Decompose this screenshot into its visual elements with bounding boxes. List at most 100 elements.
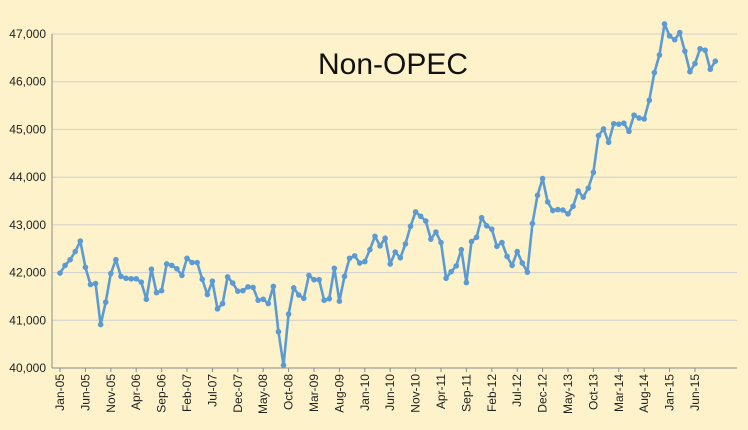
- x-tick-label: Apr-11: [434, 374, 448, 409]
- x-tick-label: Dec-12: [536, 374, 550, 413]
- data-point: [453, 263, 460, 269]
- data-point: [671, 36, 678, 43]
- y-tick-label: 44,000: [9, 170, 46, 184]
- x-tick-label: Oct-13: [586, 374, 600, 410]
- data-point: [412, 209, 419, 215]
- data-point: [499, 239, 505, 246]
- data-point: [229, 280, 236, 286]
- data-point: [321, 297, 327, 304]
- data-point: [113, 256, 119, 263]
- data-point: [702, 47, 708, 54]
- data-point: [158, 287, 165, 294]
- data-point: [57, 270, 63, 276]
- data-point: [651, 69, 658, 76]
- data-point: [346, 255, 353, 262]
- x-tick-label: Aug-14: [637, 374, 651, 413]
- data-point: [443, 275, 449, 282]
- x-tick-label: May-08: [256, 374, 270, 414]
- data-point: [290, 285, 297, 291]
- data-point: [189, 259, 195, 266]
- x-tick-label: Jan-05: [53, 374, 67, 411]
- x-tick-label: Mar-14: [612, 374, 626, 412]
- data-point: [448, 268, 454, 275]
- data-point: [565, 211, 571, 217]
- data-point: [250, 284, 256, 291]
- data-point: [428, 236, 434, 242]
- data-point: [285, 311, 292, 317]
- data-point: [646, 97, 653, 104]
- data-point: [102, 299, 109, 305]
- data-point: [326, 296, 333, 302]
- data-point: [402, 241, 409, 247]
- data-point: [417, 213, 424, 220]
- data-point: [595, 132, 602, 139]
- data-point: [387, 261, 394, 267]
- data-point: [560, 207, 566, 213]
- data-point: [616, 121, 622, 127]
- x-tick-label: Feb-07: [180, 374, 194, 412]
- data-point: [580, 194, 587, 200]
- data-point: [458, 246, 465, 253]
- data-point: [133, 275, 139, 282]
- data-point: [463, 279, 470, 286]
- x-tick-label: Feb-12: [485, 374, 499, 412]
- x-tick-label: Nov-10: [409, 374, 423, 413]
- data-point: [306, 272, 312, 279]
- data-point: [123, 275, 129, 282]
- data-point: [356, 260, 363, 266]
- data-point: [539, 175, 546, 182]
- data-point: [666, 33, 673, 39]
- data-point: [473, 234, 480, 241]
- data-point: [407, 223, 414, 230]
- data-point: [148, 266, 155, 273]
- data-point: [397, 254, 404, 261]
- data-point: [362, 258, 368, 265]
- data-point: [336, 298, 343, 305]
- x-tick-label: Sep-06: [155, 374, 169, 413]
- x-tick-label: Mar-09: [307, 374, 321, 412]
- data-point: [82, 264, 89, 271]
- data-point: [483, 223, 490, 229]
- x-tick-label: Sep-11: [459, 374, 473, 412]
- data-point: [194, 259, 200, 266]
- data-point: [570, 203, 576, 210]
- data-point: [179, 272, 185, 279]
- y-tick-label: 45,000: [9, 122, 46, 136]
- data-point: [610, 120, 617, 127]
- data-point: [504, 253, 510, 260]
- x-tick-label: Aug-09: [332, 374, 346, 413]
- data-point: [575, 188, 581, 194]
- data-point: [600, 126, 607, 132]
- data-point: [676, 29, 683, 36]
- data-point: [255, 297, 261, 304]
- data-point: [351, 253, 358, 259]
- x-tick-label: Apr-06: [129, 374, 143, 410]
- data-point: [341, 273, 348, 280]
- data-point: [514, 248, 520, 255]
- data-point: [168, 262, 175, 269]
- y-axis: 40,000 41,000 42,000 43,000 44,000 45,000 46,0…: [9, 27, 53, 375]
- data-point: [489, 226, 495, 232]
- data-point: [174, 265, 180, 272]
- data-point: [209, 278, 216, 284]
- data-point: [184, 255, 190, 262]
- data-point: [143, 296, 150, 303]
- data-point: [478, 214, 485, 221]
- x-tick-label: Jan-15: [663, 374, 677, 411]
- data-point: [524, 269, 531, 275]
- data-point: [219, 300, 226, 307]
- x-tick-label: Jun-10: [383, 374, 397, 411]
- data-point: [301, 295, 307, 302]
- data-point: [494, 243, 500, 250]
- data-point: [62, 262, 68, 269]
- data-point: [605, 139, 612, 146]
- data-point: [682, 48, 688, 54]
- data-point: [295, 292, 302, 298]
- data-point: [204, 291, 211, 298]
- data-point: [590, 169, 597, 176]
- data-point: [214, 306, 221, 312]
- data-point: [128, 275, 134, 282]
